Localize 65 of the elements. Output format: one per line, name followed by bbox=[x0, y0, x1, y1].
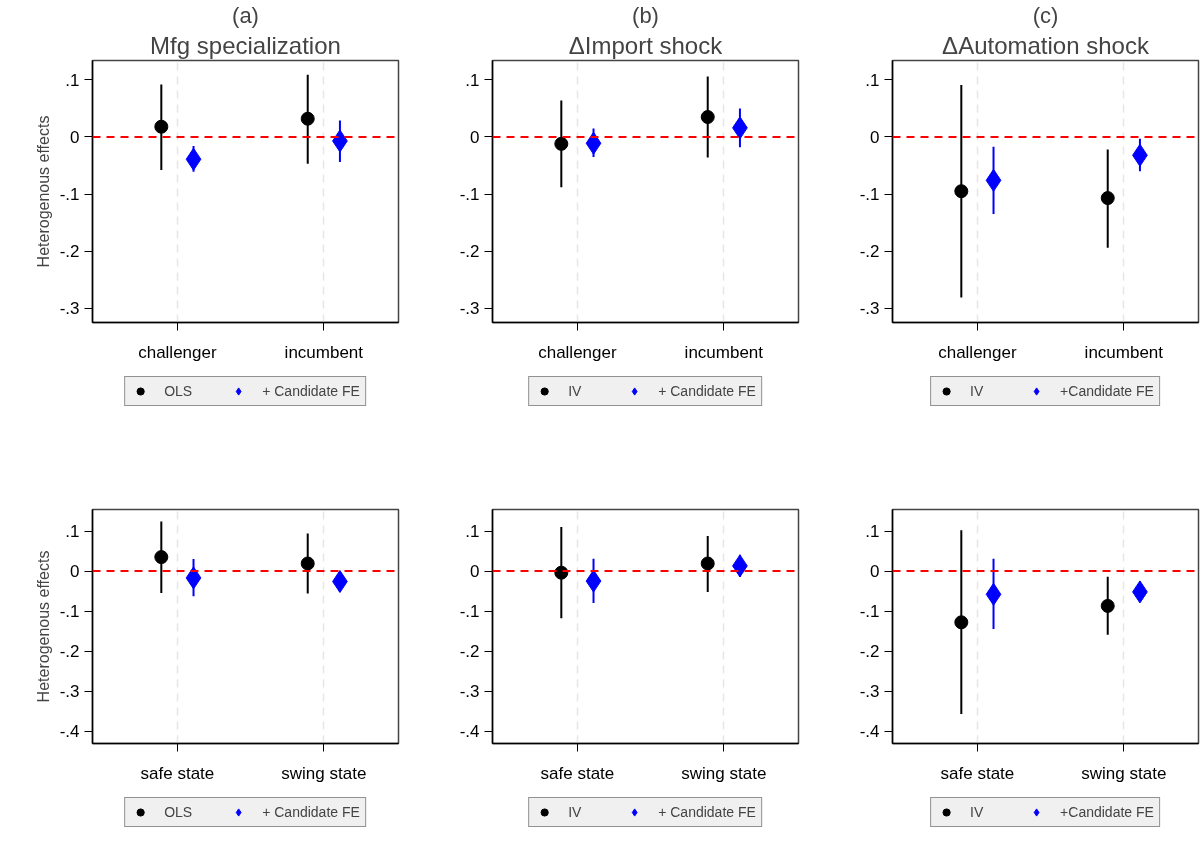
x-tick-label: safe state bbox=[940, 763, 1015, 783]
legend-label: + Candidate FE bbox=[658, 383, 756, 399]
x-tick-label: challenger bbox=[538, 342, 617, 362]
y-tick-label: .1 bbox=[65, 70, 80, 90]
y-tick-label: .1 bbox=[465, 522, 480, 542]
x-tick-label: swing state bbox=[1081, 763, 1167, 783]
legend-label: +Candidate FE bbox=[1060, 804, 1154, 820]
y-tick-label: -.3 bbox=[859, 299, 880, 319]
x-tick-label: swing state bbox=[681, 763, 767, 783]
y-tick-label: -.3 bbox=[59, 682, 80, 702]
legend-label: OLS bbox=[164, 804, 193, 820]
y-tick-label: .1 bbox=[465, 70, 480, 90]
chart-subtitle: ΔImport shock bbox=[568, 31, 724, 59]
legend-label: IV bbox=[970, 383, 985, 399]
y-tick-label: -.2 bbox=[459, 642, 480, 662]
y-tick-label: -.2 bbox=[59, 242, 80, 262]
legend-label: IV bbox=[568, 383, 583, 399]
y-tick-label: .1 bbox=[65, 522, 80, 542]
y-tick-label: -.2 bbox=[459, 242, 480, 262]
y-tick-label: -.1 bbox=[59, 185, 80, 205]
legend-label: IV bbox=[970, 804, 985, 820]
x-tick-label: safe state bbox=[540, 763, 615, 783]
y-axis-title: Heterogenous effects bbox=[34, 115, 52, 268]
legend-label: IV bbox=[568, 804, 583, 820]
chart-title: (c) bbox=[1032, 2, 1059, 28]
y-tick-label: 0 bbox=[470, 562, 480, 582]
chart-title: (b) bbox=[632, 2, 659, 28]
y-tick-label: -.1 bbox=[859, 602, 880, 622]
x-tick-label: incumbent bbox=[1084, 342, 1164, 362]
y-tick-label: .1 bbox=[865, 70, 880, 90]
y-tick-label: 0 bbox=[870, 127, 880, 147]
y-tick-label: 0 bbox=[70, 127, 80, 147]
y-tick-label: -.3 bbox=[59, 299, 80, 319]
chart-subtitle: Mfg specialization bbox=[150, 31, 341, 59]
chart-title: (a) bbox=[232, 2, 259, 28]
y-tick-label: .1 bbox=[865, 522, 880, 542]
y-tick-label: 0 bbox=[870, 562, 880, 582]
y-tick-label: -.3 bbox=[459, 682, 480, 702]
y-tick-label: -.2 bbox=[859, 242, 880, 262]
y-tick-label: 0 bbox=[70, 562, 80, 582]
y-tick-label: -.1 bbox=[459, 185, 480, 205]
y-tick-label: -.4 bbox=[859, 722, 880, 742]
y-tick-label: -.1 bbox=[59, 602, 80, 622]
x-tick-label: incumbent bbox=[284, 342, 364, 362]
legend-label: +Candidate FE bbox=[1060, 383, 1154, 399]
legend-label: + Candidate FE bbox=[658, 804, 756, 820]
x-tick-label: swing state bbox=[281, 763, 367, 783]
legend-label: + Candidate FE bbox=[262, 383, 360, 399]
x-tick-label: incumbent bbox=[684, 342, 764, 362]
y-tick-label: -.3 bbox=[459, 299, 480, 319]
y-axis-title: Heterogenous effects bbox=[34, 550, 52, 703]
x-tick-label: challenger bbox=[138, 342, 217, 362]
x-tick-label: challenger bbox=[938, 342, 1017, 362]
x-tick-label: safe state bbox=[140, 763, 215, 783]
y-tick-label: -.1 bbox=[459, 602, 480, 622]
legend-label: + Candidate FE bbox=[262, 804, 360, 820]
y-tick-label: 0 bbox=[470, 127, 480, 147]
y-tick-label: -.4 bbox=[459, 722, 480, 742]
y-tick-label: -.1 bbox=[859, 185, 880, 205]
y-tick-label: -.2 bbox=[859, 642, 880, 662]
y-tick-label: -.3 bbox=[859, 682, 880, 702]
chart-subtitle: ΔAutomation shock bbox=[942, 31, 1150, 59]
legend-label: OLS bbox=[164, 383, 193, 399]
y-tick-label: -.2 bbox=[59, 642, 80, 662]
y-tick-label: -.4 bbox=[59, 722, 80, 742]
